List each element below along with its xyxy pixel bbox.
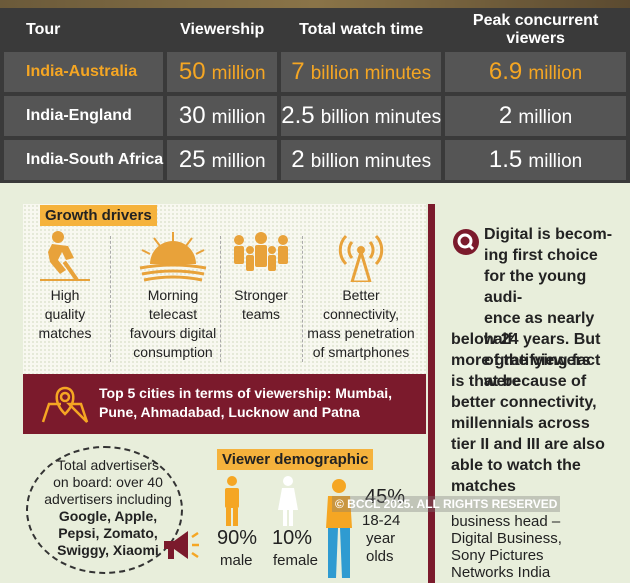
female-label: female <box>273 552 319 569</box>
map-pin-icon <box>41 386 89 423</box>
peak-viewers-cell: 2 million <box>445 96 626 136</box>
driver-text: High <box>50 287 80 303</box>
driver-text: Stronger <box>234 287 288 303</box>
table-row: India-England 30 million 2.5 billion min… <box>4 96 626 136</box>
driver-text: mass penetration <box>307 325 415 341</box>
cricket-player-icon <box>40 231 90 281</box>
driver-text: quality <box>44 306 86 322</box>
tour-name: India-South Africa <box>4 140 164 180</box>
tour-name: India-England <box>4 96 164 136</box>
col-header-peak: Peak concurrent viewers <box>445 12 626 48</box>
driver-text: Morning <box>147 287 199 303</box>
divider <box>302 236 303 362</box>
megaphone-icon <box>164 531 199 559</box>
table-row: India-Australia 50 million 7 billion min… <box>4 52 626 92</box>
viewership-cell: 30 million <box>167 96 278 136</box>
quote-mark-icon <box>453 229 479 255</box>
peak-viewers-cell: 1.5 million <box>445 140 626 180</box>
top-cities-text: Top 5 cities in terms of viewership: Mum… <box>99 385 393 420</box>
driver-text: favours digital <box>129 325 217 341</box>
driver-text: of smartphones <box>312 344 410 360</box>
age-percentage: 45% <box>365 486 406 508</box>
table-row: India-South Africa 25 million 2 billion … <box>4 140 626 180</box>
quote-panel <box>428 204 630 583</box>
quote-text-first: Digital is becom- ing first choice for t… <box>484 226 613 390</box>
header-photo-strip <box>0 0 630 8</box>
viewer-demographic-label: Viewer demographic <box>217 449 374 470</box>
growth-drivers-panel <box>23 204 426 386</box>
table-header-row: Tour Viewership Total watch time Peak co… <box>4 12 626 48</box>
top-cities-bar: Top 5 cities in terms of viewership: Mum… <box>23 374 426 434</box>
group-people-icon <box>234 232 288 271</box>
age-group-label: 18-24 year olds <box>362 512 401 565</box>
watch-time-cell: 2.5 billion minutes <box>281 96 442 136</box>
female-percentage: 10% <box>272 527 313 549</box>
male-figure-icon <box>225 476 239 526</box>
copyright-watermark: © BCCL 2025. ALL RIGHTS RESERVED <box>332 496 561 512</box>
young-person-icon <box>326 479 352 578</box>
female-figure-icon <box>278 476 298 526</box>
driver-text: teams <box>241 306 281 322</box>
viewership-cell: 25 million <box>167 140 278 180</box>
divider <box>220 236 221 362</box>
driver-text: matches <box>38 325 92 341</box>
driver-stronger-teams: Stronger teams <box>224 230 298 324</box>
col-header-tour: Tour <box>4 12 164 48</box>
driver-quality-matches: High quality matches <box>30 230 100 343</box>
driver-connectivity: Better connectivity, mass penetration of… <box>300 230 422 362</box>
watch-time-cell: 7 billion minutes <box>281 52 442 92</box>
growth-drivers-label: Growth drivers <box>40 205 157 226</box>
driver-text: consumption <box>133 344 213 360</box>
driver-text: telecast <box>148 306 198 322</box>
tour-table: Tour Viewership Total watch time Peak co… <box>0 8 630 184</box>
advertisers-text: Total advertisers on board: over 40 adve… <box>44 457 172 558</box>
advertisers-ellipse <box>26 446 183 574</box>
col-header-viewership: Viewership <box>167 12 278 48</box>
signal-tower-icon <box>338 234 384 282</box>
col-header-watch-time: Total watch time <box>281 12 442 48</box>
quote-attribution: business head – Digital Business, Sony P… <box>451 513 562 581</box>
watch-time-cell: 2 billion minutes <box>281 140 442 180</box>
driver-text: connectivity, <box>323 306 399 322</box>
tour-name: India-Australia <box>4 52 164 92</box>
peak-viewers-cell: 6.9 million <box>445 52 626 92</box>
sunrise-icon <box>139 232 207 282</box>
divider <box>110 236 111 362</box>
male-label: male <box>220 552 253 569</box>
driver-morning-telecast: Morning telecast favours digital consump… <box>114 230 232 362</box>
quote-glyph <box>457 233 475 251</box>
male-percentage: 90% <box>217 527 258 549</box>
viewership-cell: 50 million <box>167 52 278 92</box>
quote-text-rest: below 24 years. But more gratifying fact… <box>451 331 605 495</box>
driver-text: Better <box>342 287 380 303</box>
